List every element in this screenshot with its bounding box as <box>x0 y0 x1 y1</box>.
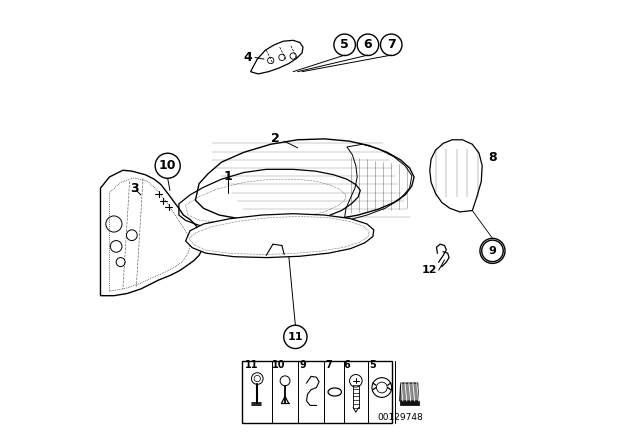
Text: 10: 10 <box>272 360 285 370</box>
Polygon shape <box>186 214 374 258</box>
Text: 5: 5 <box>369 360 376 370</box>
Polygon shape <box>400 383 419 401</box>
Text: 9: 9 <box>488 246 497 256</box>
Text: 6: 6 <box>344 360 350 370</box>
Text: 3: 3 <box>130 181 138 195</box>
Text: 11: 11 <box>244 360 258 370</box>
Bar <box>242 361 392 423</box>
Text: 7: 7 <box>387 38 396 52</box>
Text: 00129748: 00129748 <box>378 413 423 422</box>
Text: 8: 8 <box>488 151 497 164</box>
Text: 9: 9 <box>300 360 307 370</box>
Text: 10: 10 <box>159 159 177 172</box>
Text: 7: 7 <box>326 360 332 370</box>
Text: 2: 2 <box>271 132 280 146</box>
Text: 12: 12 <box>422 265 438 275</box>
Text: 4: 4 <box>243 51 252 64</box>
Bar <box>400 401 419 405</box>
Text: 1: 1 <box>224 170 232 184</box>
Text: 5: 5 <box>340 38 349 52</box>
Text: 11: 11 <box>287 332 303 342</box>
Text: 6: 6 <box>364 38 372 52</box>
